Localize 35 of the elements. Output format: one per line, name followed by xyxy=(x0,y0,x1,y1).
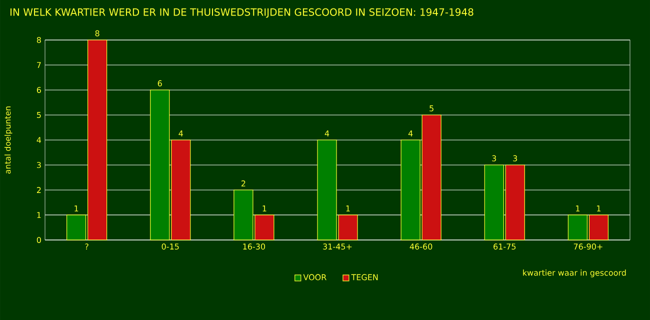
data-label: 1 xyxy=(74,206,78,212)
data-label: 3 xyxy=(492,155,496,162)
y-tick-label: 2 xyxy=(36,187,41,193)
data-label: 6 xyxy=(158,80,162,86)
x-tick-label: 16-30 xyxy=(243,244,266,250)
data-label: 5 xyxy=(430,105,434,112)
y-tick-label: 5 xyxy=(37,112,41,118)
data-label: 4 xyxy=(324,130,330,136)
data-label: 1 xyxy=(597,206,601,212)
y-tick-label: 1 xyxy=(37,212,41,218)
data-label: 1 xyxy=(576,206,580,212)
y-tick-label: 3 xyxy=(37,162,41,168)
y-axis-title: antal doelpunten xyxy=(4,106,12,174)
x-tick-label: 61-75 xyxy=(494,244,516,250)
y-tick-label: 4 xyxy=(36,137,42,143)
y-tick-label: 8 xyxy=(36,36,41,44)
data-label: 1 xyxy=(262,206,266,212)
data-label: 4 xyxy=(178,130,183,136)
legend-label: VOOR xyxy=(303,274,326,280)
legend-label: TEGEN xyxy=(351,274,378,280)
x-tick-label: 46-60 xyxy=(410,244,432,250)
data-label: 2 xyxy=(241,180,246,186)
x-tick-label: 31-45+ xyxy=(323,244,352,250)
y-tick-label: 7 xyxy=(37,62,41,68)
chart-title: IN WELK KWARTIER WERD ER IN DE THUISWEDSTRIJDEN GESCOORD IN SEIZOEN: 1947-1948 xyxy=(10,8,474,18)
data-label: 1 xyxy=(346,206,350,212)
x-tick-label: 76-90+ xyxy=(574,244,602,250)
y-tick-label: 0 xyxy=(36,236,41,244)
x-tick-label: ? xyxy=(85,244,88,250)
data-label: 8 xyxy=(95,30,100,36)
data-label: 3 xyxy=(513,155,518,162)
data-label: 4 xyxy=(408,130,413,136)
x-tick-label: 0-15 xyxy=(162,244,179,250)
x-axis-title: kwartier waar in gescoord xyxy=(523,270,626,278)
y-tick-label: 6 xyxy=(36,86,41,94)
